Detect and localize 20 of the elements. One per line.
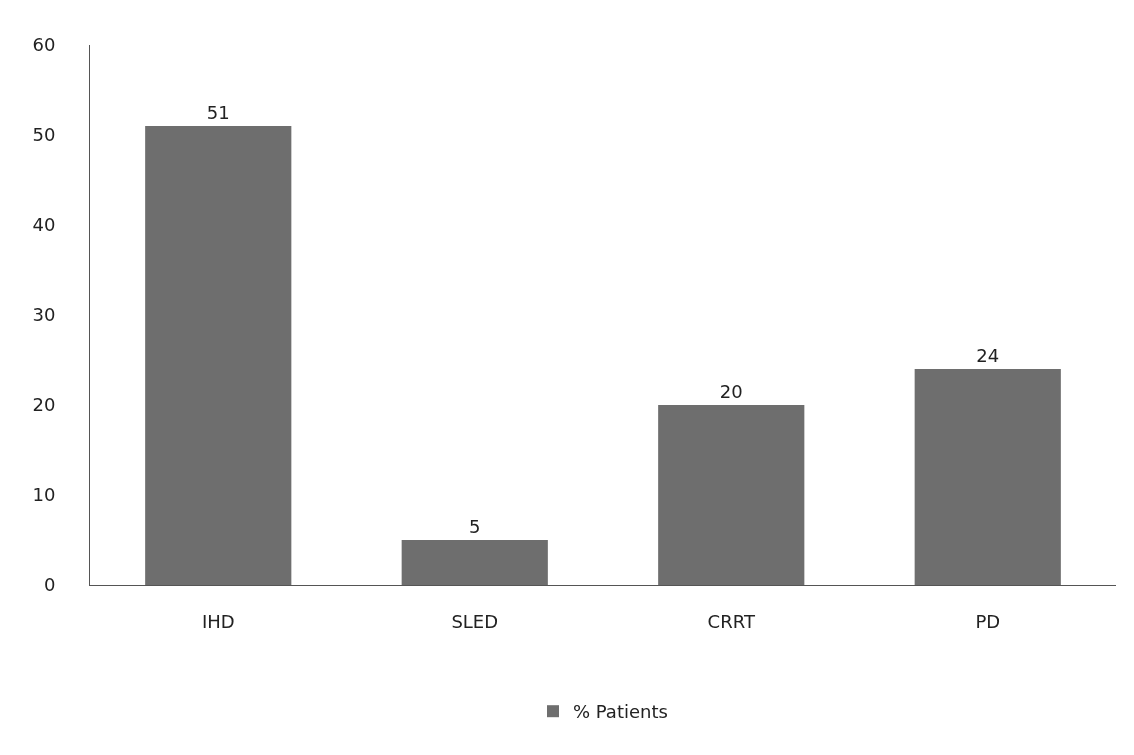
bar xyxy=(401,540,548,585)
data-label: 5 xyxy=(469,516,481,537)
bar xyxy=(145,126,292,585)
bar xyxy=(914,369,1061,585)
x-tick-label: IHD xyxy=(201,610,235,632)
legend-label: % Patients xyxy=(573,701,668,723)
y-tick-label: 40 xyxy=(32,214,56,236)
x-tick-label: PD xyxy=(975,610,1001,632)
y-tick-label: 60 xyxy=(32,34,56,56)
y-tick-label: 0 xyxy=(43,574,56,596)
data-label: 24 xyxy=(976,345,1000,366)
y-tick-label: 50 xyxy=(32,124,56,146)
bar xyxy=(658,405,805,585)
data-label: 51 xyxy=(206,102,230,123)
y-tick-label: 30 xyxy=(32,304,56,326)
y-tick-label: 10 xyxy=(32,484,56,506)
x-tick-label: SLED xyxy=(451,610,499,632)
data-label: 20 xyxy=(719,381,743,402)
y-tick-label: 20 xyxy=(32,394,56,416)
x-tick-label: CRRT xyxy=(707,610,756,632)
